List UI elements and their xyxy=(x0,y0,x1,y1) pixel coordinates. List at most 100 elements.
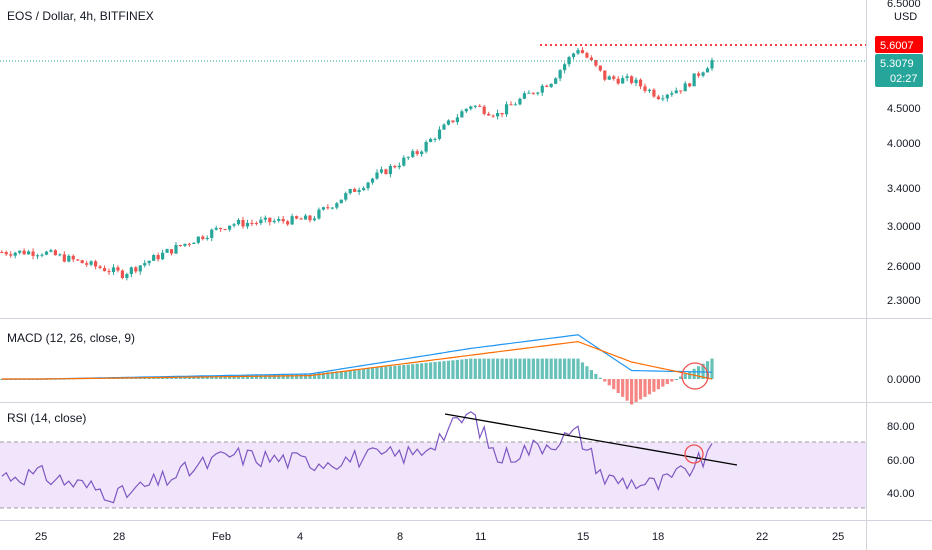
time-tick: 8 xyxy=(397,531,403,543)
candle-body xyxy=(80,260,84,264)
price-tick: 6.5000 xyxy=(887,0,921,10)
candle-body xyxy=(71,255,75,260)
time-axis[interactable]: 25 28 Feb 4 8 11 15 18 22 25 xyxy=(35,531,844,543)
macd-hist-bar xyxy=(469,358,473,379)
candle-body xyxy=(286,221,290,225)
candle-body xyxy=(366,182,370,189)
macd-hist-bar xyxy=(710,358,714,379)
macd-hist-bar xyxy=(420,363,424,379)
macd-hist-bar xyxy=(652,379,656,392)
macd-panel-title[interactable]: MACD (12, 26, close, 9) xyxy=(7,331,136,345)
countdown-label: 02:27 xyxy=(890,73,918,85)
candle-body xyxy=(679,90,683,92)
macd-hist-bar xyxy=(388,366,392,379)
candle-body xyxy=(384,169,388,175)
price-tick: 4.0000 xyxy=(887,138,921,150)
price-axis[interactable]: 6.5000 4.5000 4.0000 3.4000 3.0000 2.600… xyxy=(887,0,921,307)
candle-body xyxy=(111,267,116,273)
macd-hist-bar xyxy=(705,361,710,379)
candle-body xyxy=(165,249,169,253)
rsi-trendline[interactable] xyxy=(444,413,738,466)
candle-body xyxy=(0,252,4,254)
macd-hist-bar xyxy=(616,379,620,394)
candle-body xyxy=(504,104,509,115)
macd-hist-bar xyxy=(362,368,366,379)
time-tick: 25 xyxy=(35,531,47,543)
rsi-annotation-circle[interactable] xyxy=(684,444,704,464)
macd-hist-bar xyxy=(585,366,589,379)
macd-hist-bar xyxy=(513,358,518,379)
candle-body xyxy=(656,96,660,100)
macd-hist-bar xyxy=(344,370,348,379)
macd-annotation-circle[interactable] xyxy=(681,362,709,390)
candle-body xyxy=(219,227,223,230)
candle-body xyxy=(634,79,638,84)
candle-body xyxy=(549,83,553,87)
last-price-label-box xyxy=(875,54,923,87)
candle-body xyxy=(94,261,98,267)
macd-tick: 0.0000 xyxy=(887,374,921,386)
candle-body xyxy=(469,106,473,109)
candle-body xyxy=(129,267,133,275)
macd-hist-bar xyxy=(674,379,678,380)
candle-body xyxy=(245,222,250,227)
candle-body xyxy=(598,65,602,71)
candle-body xyxy=(147,260,151,264)
candle-body xyxy=(665,94,669,99)
candle-body xyxy=(241,219,245,227)
macd-hist-bar xyxy=(370,367,375,379)
macd-hist-bar xyxy=(402,364,406,379)
candle-body xyxy=(143,263,147,266)
candle-body xyxy=(638,79,643,87)
macd-hist-bar xyxy=(263,374,267,379)
macd-hist-bar xyxy=(522,358,526,379)
macd-hist-bar xyxy=(558,358,562,379)
macd-hist-bar xyxy=(509,358,513,379)
candle-body xyxy=(446,120,451,125)
candle-body xyxy=(321,207,325,210)
macd-hist-bar xyxy=(330,371,334,379)
candle-body xyxy=(210,229,214,238)
candle-body xyxy=(482,106,486,114)
candle-body xyxy=(89,261,93,265)
macd-hist-bar xyxy=(638,379,643,400)
candle-body xyxy=(344,193,348,200)
candle-body xyxy=(388,165,392,175)
candle-body xyxy=(205,237,209,240)
candle-body xyxy=(437,129,442,139)
candle-body xyxy=(4,252,8,255)
macd-hist-bar xyxy=(482,358,486,379)
candle-body xyxy=(18,250,22,253)
candle-body xyxy=(102,268,107,272)
candle-body xyxy=(594,60,598,66)
macd-hist-bar xyxy=(339,370,343,379)
macd-hist-bar xyxy=(442,361,446,379)
candle-body xyxy=(353,189,357,192)
macd-hist-bar xyxy=(250,375,254,379)
rsi-panel-title[interactable]: RSI (14, close) xyxy=(7,411,87,425)
candle-body xyxy=(183,243,187,246)
time-tick: 4 xyxy=(297,531,303,543)
macd-hist-bar xyxy=(375,367,379,379)
candle-body xyxy=(710,60,714,69)
chart-title[interactable]: EOS / Dollar, 4h, BITFINEX xyxy=(7,9,154,23)
candle-body xyxy=(509,104,513,106)
candle-body xyxy=(580,50,585,54)
macd-hist-bar xyxy=(277,374,281,379)
macd-hist-bar xyxy=(286,374,290,379)
macd-hist-bar xyxy=(366,368,370,379)
candle-body xyxy=(585,53,589,58)
macd-hist-bar xyxy=(460,359,464,379)
candle-body xyxy=(571,53,576,58)
candle-body xyxy=(259,219,263,224)
candle-body xyxy=(705,68,710,73)
signal-line xyxy=(1,340,713,380)
candle-body xyxy=(299,218,303,220)
candle-body xyxy=(339,199,343,204)
candle-body xyxy=(513,104,518,106)
time-tick: 11 xyxy=(475,531,486,543)
candle-body xyxy=(616,78,620,84)
macd-hist-bar xyxy=(692,368,696,379)
candle-body xyxy=(607,76,611,80)
